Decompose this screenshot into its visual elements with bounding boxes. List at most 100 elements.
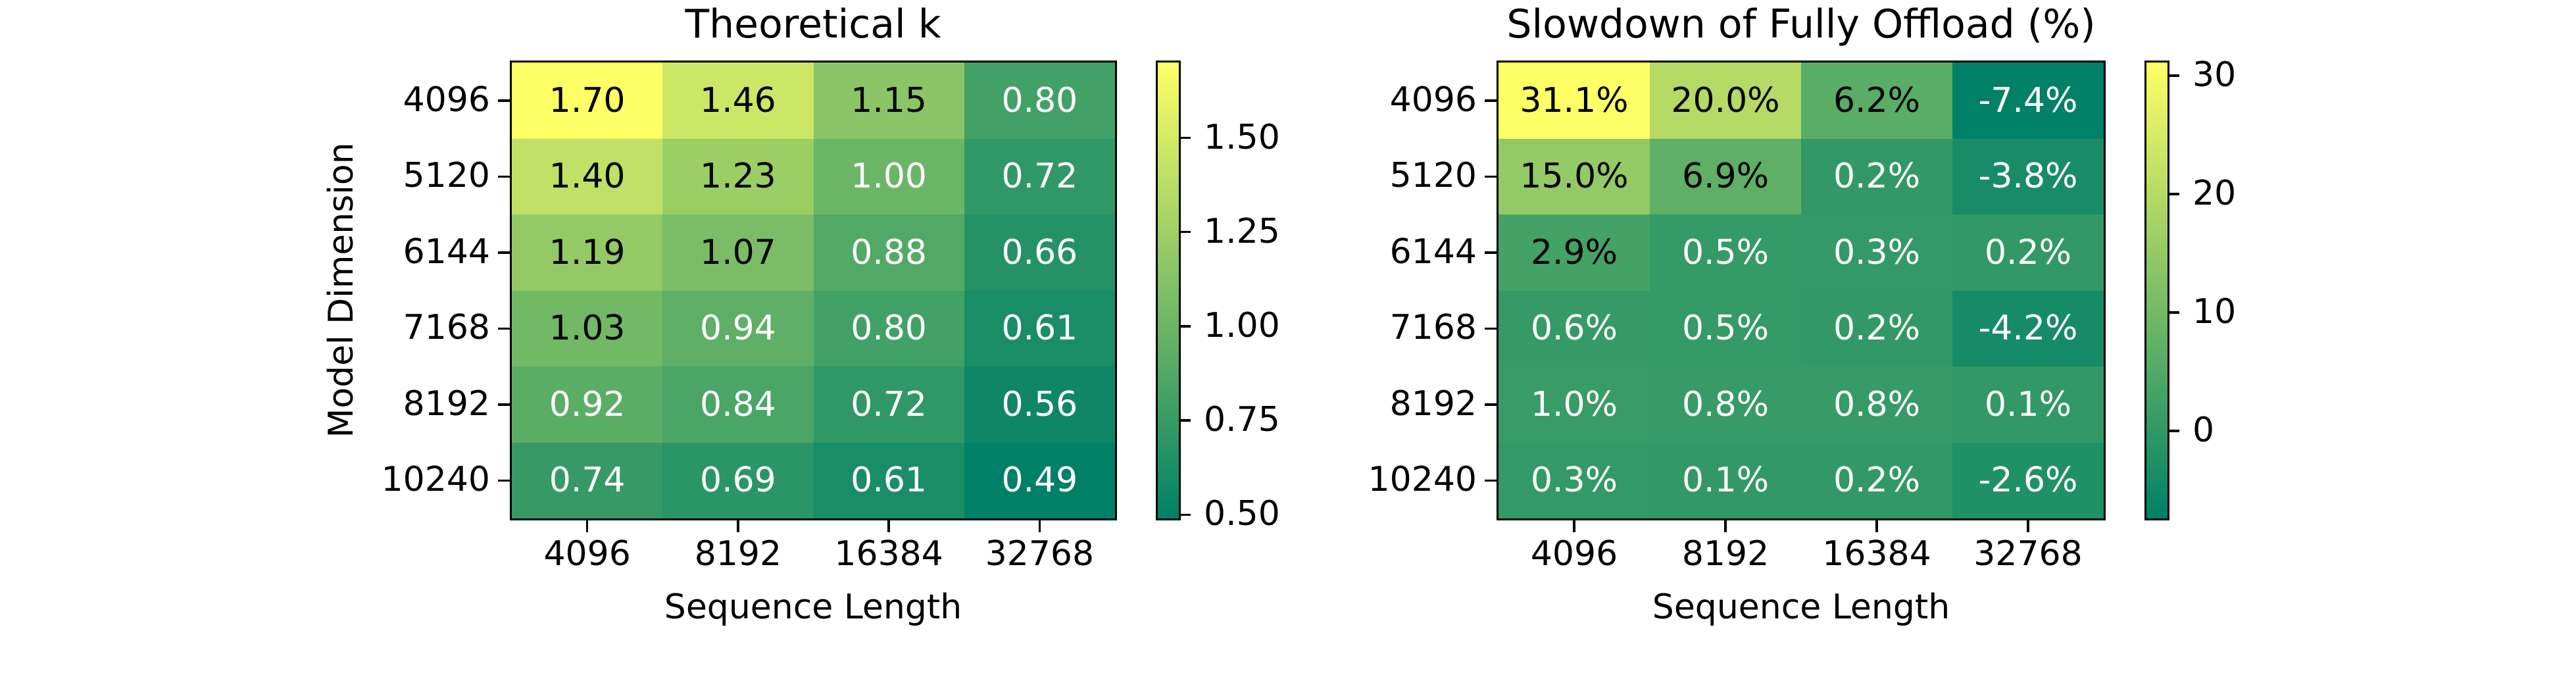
colorbar-tick-label: 1.00: [1204, 305, 1280, 345]
colorbar-tick: [1181, 419, 1191, 422]
colorbar-tick: [2169, 193, 2179, 195]
heatmap-cell: 1.40: [512, 138, 663, 214]
y-tick-label: 6144: [403, 232, 490, 272]
x-tick: [1875, 520, 1878, 532]
heatmap-cell: 0.84: [662, 366, 814, 443]
heatmap-cell: 1.00: [813, 138, 964, 214]
colorbar-tick: [2169, 311, 2179, 314]
heatmap-cell: 0.74: [512, 442, 663, 518]
heatmap-cell: 0.5%: [1650, 290, 1801, 366]
heatmap-cell: 0.80: [813, 290, 964, 366]
y-tick-label: 4096: [1389, 80, 1477, 120]
colorbar-tick: [1181, 136, 1191, 139]
heatmap-axes: 1.70 1.46 1.15 0.80 1.40 1.23 1.00 0.72 1.19 1.07…: [510, 61, 1117, 520]
y-tick: [1485, 251, 1497, 254]
colorbar-tick-label: 0.75: [1204, 399, 1280, 439]
colorbar-tick: [1181, 513, 1191, 516]
x-tick: [737, 520, 739, 532]
heatmap-cell: 1.07: [662, 214, 814, 291]
y-tick: [498, 251, 510, 254]
y-tick-label: 10240: [1368, 460, 1477, 500]
heatmap-cell: 1.46: [662, 63, 814, 139]
heatmap-cell: 0.2%: [1801, 290, 1952, 366]
colorbar-tick-label: 0: [2192, 410, 2215, 450]
heatmap-cell: 1.03: [512, 290, 663, 366]
heatmap-cell: -2.6%: [1952, 442, 2104, 518]
heatmap-cell: 20.0%: [1650, 63, 1801, 139]
y-tick-label: 10240: [381, 460, 490, 500]
y-tick: [1485, 327, 1497, 330]
heatmap-cell: 0.94: [662, 290, 814, 366]
heatmap-cell: -4.2%: [1952, 290, 2104, 366]
heatmap-cell: 0.92: [512, 366, 663, 443]
y-tick: [498, 403, 510, 406]
heatmap-cell: 1.70: [512, 63, 663, 139]
heatmap-cell: 0.69: [662, 442, 814, 518]
colorbar-tick-label: 20: [2192, 173, 2237, 213]
colorbar-tick-label: 10: [2192, 291, 2237, 332]
x-tick: [2027, 520, 2029, 532]
x-tick-label: 8192: [694, 534, 782, 574]
heatmap-cell: 0.8%: [1650, 366, 1801, 443]
colorbar-tick: [1181, 230, 1191, 234]
x-tick: [585, 520, 589, 532]
colorbar-tick-label: 1.50: [1204, 117, 1280, 157]
x-tick-label: 16384: [1822, 534, 1931, 574]
heatmap-cell: 1.19: [512, 214, 663, 291]
x-tick: [1038, 520, 1041, 532]
y-tick: [1485, 175, 1497, 178]
y-tick-label: 5120: [403, 156, 490, 196]
y-tick-label: 5120: [1389, 156, 1477, 196]
heatmap-cell: 1.15: [813, 63, 964, 139]
colorbar-tick: [2169, 74, 2179, 77]
heatmap-cell: 0.66: [964, 214, 1115, 291]
heatmap-cell: -3.8%: [1952, 138, 2104, 214]
y-tick-label: 7168: [403, 308, 490, 348]
colorbar-tick-label: 30: [2192, 55, 2237, 95]
heatmap-cell: 0.3%: [1499, 442, 1650, 518]
heatmap-cell: 0.1%: [1650, 442, 1801, 518]
x-axis-label: Sequence Length: [1652, 588, 1950, 627]
y-tick: [1485, 403, 1497, 406]
heatmap-cell: 0.6%: [1499, 290, 1650, 366]
colorbar-tick: [2169, 430, 2179, 432]
heatmap-cell: 1.23: [662, 138, 814, 214]
x-tick-label: 4096: [1530, 534, 1618, 574]
heatmap-cell: 0.80: [964, 63, 1115, 139]
x-tick: [887, 520, 890, 532]
y-tick-label: 6144: [1389, 232, 1477, 272]
colorbar-tick-label: 1.25: [1204, 211, 1280, 251]
colorbar-tick-label: 0.50: [1204, 494, 1280, 534]
heatmap-cell: 0.72: [964, 138, 1115, 214]
y-tick-label: 8192: [403, 384, 490, 424]
x-tick: [1573, 520, 1575, 532]
y-tick: [1485, 479, 1497, 482]
x-tick-label: 8192: [1681, 534, 1770, 574]
x-tick-label: 32768: [985, 534, 1095, 574]
colorbar: [1156, 61, 1181, 520]
heatmap-cell: 0.2%: [1801, 138, 1952, 214]
heatmap-cell: 0.1%: [1952, 366, 2104, 443]
heatmap-cell: 0.2%: [1801, 442, 1952, 518]
heatmap-cell: 31.1%: [1499, 63, 1650, 139]
y-tick: [498, 327, 510, 330]
x-axis-label: Sequence Length: [664, 588, 962, 627]
heatmap-cell: 6.9%: [1650, 138, 1801, 214]
y-tick: [498, 99, 510, 102]
heatmap-cell: 0.72: [813, 366, 964, 443]
heatmap-cell: 0.3%: [1801, 214, 1952, 291]
heatmap-cell: 0.8%: [1801, 366, 1952, 443]
chart-title: Slowdown of Fully Offload (%): [1506, 1, 2096, 47]
x-tick-label: 16384: [834, 534, 943, 574]
heatmap-cell: 0.56: [964, 366, 1115, 443]
heatmap-cell: 0.61: [964, 290, 1115, 366]
heatmap-axes: 31.1% 20.0% 6.2% -7.4% 15.0% 6.9% 0.2% -3.8% 2.9…: [1497, 61, 2106, 520]
x-tick: [1724, 520, 1727, 532]
heatmap-cell: -7.4%: [1952, 63, 2104, 139]
colorbar: [2144, 61, 2169, 520]
heatmap-cell: 15.0%: [1499, 138, 1650, 214]
y-tick: [498, 175, 510, 178]
heatmap-cell: 0.88: [813, 214, 964, 291]
y-tick-label: 8192: [1389, 384, 1477, 424]
